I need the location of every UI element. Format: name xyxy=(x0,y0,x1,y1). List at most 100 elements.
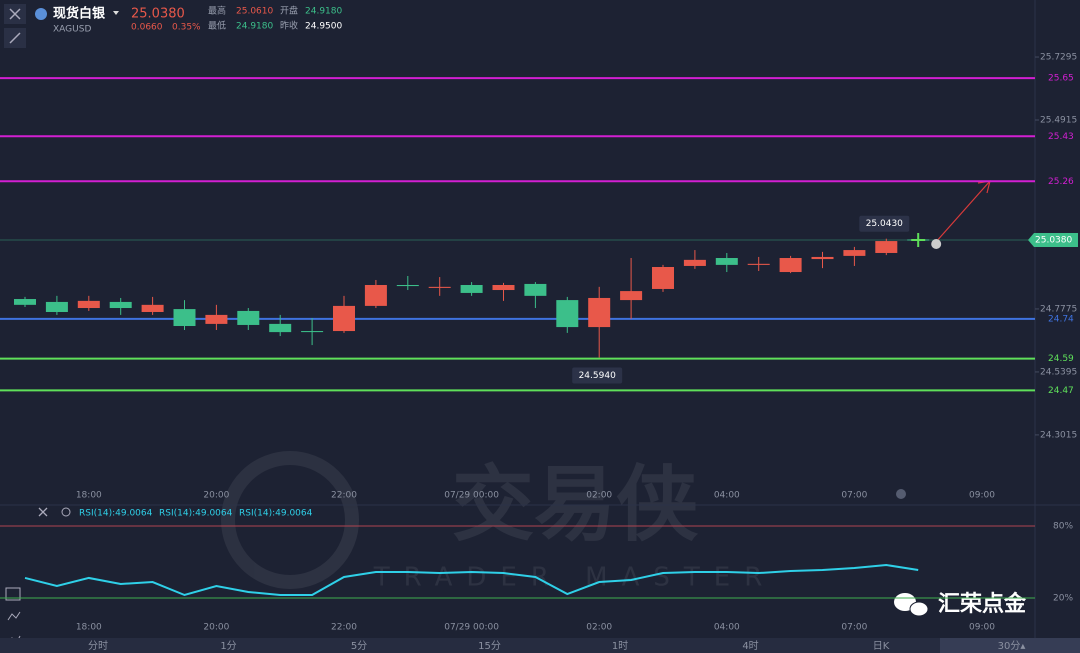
x-tick-label: 22:00 xyxy=(331,491,357,501)
candle-body xyxy=(875,241,898,253)
candle-body xyxy=(109,301,132,309)
info-icon[interactable] xyxy=(931,239,942,250)
candle-body xyxy=(205,314,228,324)
candle-body xyxy=(779,258,802,273)
y-tick-label: 24.7775 xyxy=(1040,304,1077,314)
y-tick-label: 25.4915 xyxy=(1040,116,1077,126)
stat-value: 24.9500 xyxy=(305,22,342,32)
stat-label: 开盘 xyxy=(280,5,298,17)
brand: 汇荣点金 xyxy=(894,591,1027,617)
level-label: 25.26 xyxy=(1048,177,1074,187)
rsi-legend: RSI(14):49.0064 xyxy=(79,509,153,519)
level-label: 25.43 xyxy=(1048,132,1074,142)
candle-body xyxy=(14,299,36,305)
watermark-logo xyxy=(221,451,359,589)
x-tick-label: 18:00 xyxy=(76,623,102,633)
candle-body xyxy=(269,323,292,333)
toolbar-item[interactable]: 1时 xyxy=(612,640,628,652)
level-label: 25.65 xyxy=(1048,74,1074,84)
x-tick-label: 02:00 xyxy=(586,491,612,501)
candle-body xyxy=(620,291,643,301)
rsi-close[interactable] xyxy=(38,507,48,517)
candle-body xyxy=(715,258,738,265)
candle-body xyxy=(492,285,515,291)
stat-value: 24.9180 xyxy=(236,22,273,32)
brand-icon xyxy=(909,601,929,617)
change: 0.0660 xyxy=(131,23,163,33)
stat-value: 25.0610 xyxy=(236,7,273,17)
stat-label: 最高 xyxy=(208,5,226,17)
toolbar-icons xyxy=(4,4,119,48)
last-price-tag xyxy=(1028,233,1078,248)
toolbar-item[interactable]: 日K xyxy=(873,641,890,652)
watermark-en: TRADER MASTER xyxy=(373,563,777,593)
level-label: 24.74 xyxy=(1048,314,1074,324)
annotation-label: 24.5940 xyxy=(579,371,616,381)
rsi-line xyxy=(24,563,919,597)
rsi-tick-label: 20% xyxy=(1053,594,1073,604)
toolbar-item[interactable]: 5分 xyxy=(351,640,367,652)
x-tick-label: 20:00 xyxy=(203,491,229,501)
candle-body xyxy=(141,304,164,312)
x-tick-label: 07:00 xyxy=(841,623,867,633)
stat-label: 最低 xyxy=(208,20,226,32)
stat-label: 昨收 xyxy=(280,20,298,32)
draw-icon[interactable] xyxy=(9,32,21,44)
change-pct: 0.35% xyxy=(172,23,201,33)
candle-body xyxy=(747,263,770,265)
y-tick-label: 25.7295 xyxy=(1040,53,1077,63)
symbol-name[interactable]: 现货白银 xyxy=(53,6,106,22)
x-tick-label: 09:00 xyxy=(969,491,995,501)
x-tick-label: 18:00 xyxy=(76,491,102,501)
candle-body xyxy=(237,310,260,325)
stat-value: 24.9180 xyxy=(305,7,342,17)
x-tick-label: 04:00 xyxy=(714,623,740,633)
candle-body xyxy=(843,250,866,256)
selected-tab-bg xyxy=(940,638,1080,653)
toolbar-item[interactable]: 15分 xyxy=(478,640,501,652)
toolbar-item[interactable]: 4时 xyxy=(742,640,758,652)
candle-body xyxy=(396,285,419,287)
side-icon[interactable] xyxy=(7,611,21,621)
current-marker xyxy=(911,233,926,248)
annotation-bg xyxy=(859,215,910,232)
candle-body xyxy=(428,286,451,288)
x-tick-label: 20:00 xyxy=(203,623,229,633)
candle-body xyxy=(683,259,706,266)
toolbar-item[interactable]: 分时 xyxy=(88,640,108,652)
x-tick-label: 07/29 00:00 xyxy=(444,623,499,633)
candle-body xyxy=(173,309,196,327)
annotation-label: 25.0430 xyxy=(866,219,903,229)
toolbar-item[interactable]: 30分▴ xyxy=(998,640,1026,652)
candle-body xyxy=(301,331,324,333)
dropdown-caret[interactable] xyxy=(113,11,119,15)
x-tick-label: 07:00 xyxy=(841,491,867,501)
level-label: 24.59 xyxy=(1048,354,1074,364)
y-tick-label: 24.3015 xyxy=(1040,430,1077,440)
x-tick-label: 22:00 xyxy=(331,623,357,633)
symbol-icon xyxy=(35,8,47,20)
bottom-toolbar xyxy=(0,638,1080,653)
rsi-tick-label: 80% xyxy=(1053,522,1073,532)
last-price-label: 25.0380 xyxy=(1035,236,1072,246)
x-tick-label: 02:00 xyxy=(586,623,612,633)
scroll-dot[interactable] xyxy=(896,489,906,499)
rsi-settings[interactable] xyxy=(61,507,71,517)
candle-body xyxy=(460,285,483,293)
level-label: 24.47 xyxy=(1048,386,1074,396)
rsi-legend: RSI(14):49.0064 xyxy=(239,509,313,519)
close-icon[interactable] xyxy=(9,8,21,20)
x-tick-label: 04:00 xyxy=(714,491,740,501)
candle-body xyxy=(811,256,834,260)
candle-body xyxy=(652,267,674,289)
candle-body xyxy=(364,285,387,306)
side-icon[interactable] xyxy=(5,587,21,601)
x-tick-label: 09:00 xyxy=(969,623,995,633)
x-tick-label: 07/29 00:00 xyxy=(444,491,499,501)
toolbar-item[interactable]: 1分 xyxy=(220,640,236,652)
symbol-code: XAGUSD xyxy=(53,25,91,35)
candle-body xyxy=(77,300,100,309)
rsi-legend: RSI(14):49.0064 xyxy=(159,509,233,519)
